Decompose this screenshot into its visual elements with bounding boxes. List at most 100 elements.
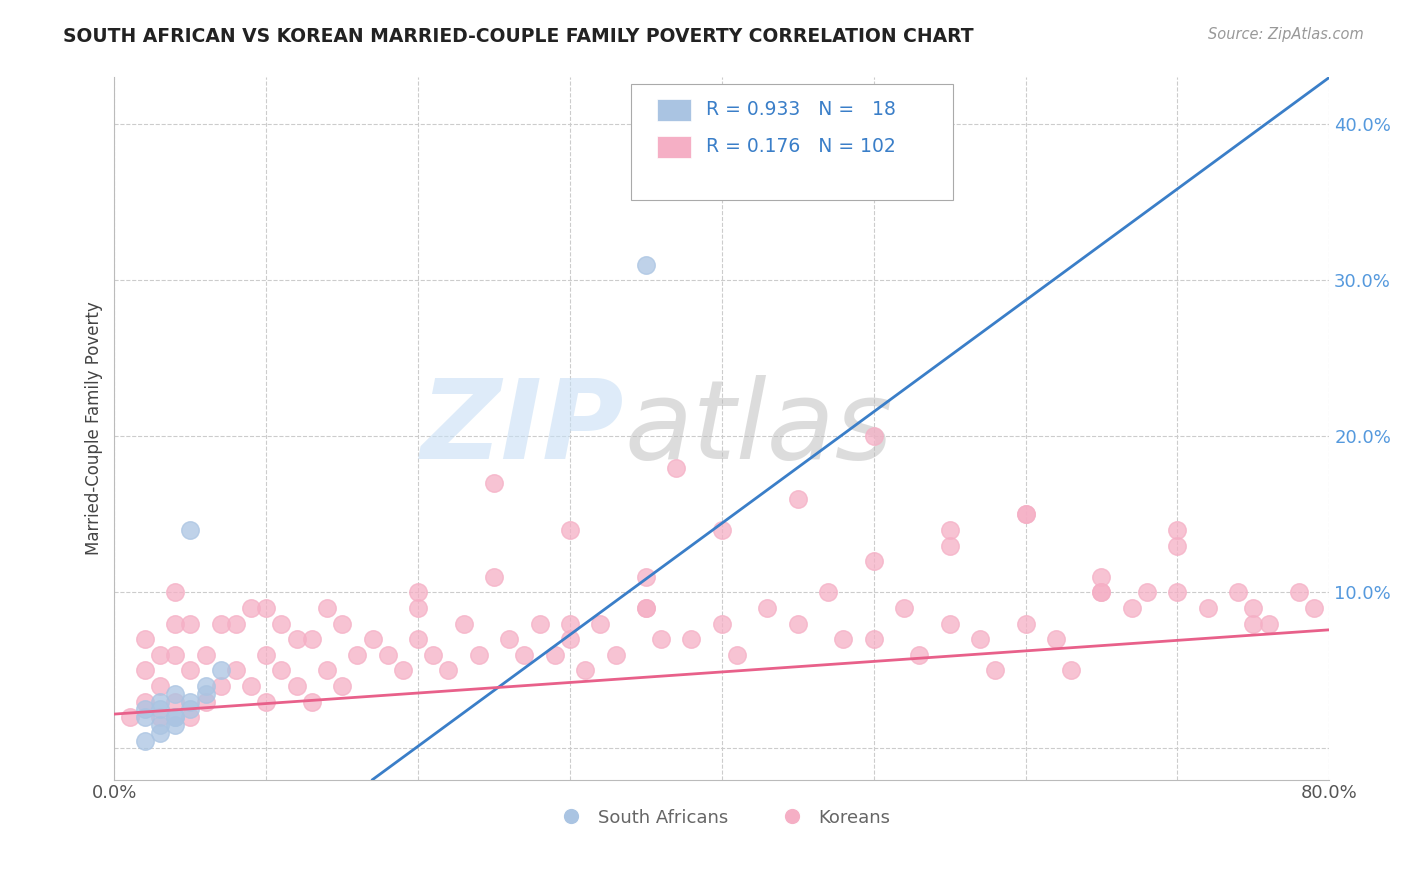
- Point: [634, 601, 657, 615]
- Point: [558, 523, 581, 537]
- Point: [453, 616, 475, 631]
- Point: [558, 632, 581, 647]
- Point: [134, 695, 156, 709]
- Point: [710, 616, 733, 631]
- Point: [285, 679, 308, 693]
- Point: [330, 679, 353, 693]
- Bar: [658, 98, 692, 121]
- Point: [1121, 601, 1143, 615]
- Point: [984, 664, 1007, 678]
- Text: ZIP: ZIP: [422, 375, 624, 482]
- Point: [179, 702, 201, 716]
- Point: [529, 616, 551, 631]
- Point: [513, 648, 536, 662]
- Point: [437, 664, 460, 678]
- Point: [301, 632, 323, 647]
- Point: [240, 679, 263, 693]
- Point: [482, 476, 505, 491]
- Point: [270, 664, 292, 678]
- Point: [544, 648, 567, 662]
- Point: [179, 710, 201, 724]
- Point: [194, 687, 217, 701]
- Point: [194, 679, 217, 693]
- Y-axis label: Married-Couple Family Poverty: Married-Couple Family Poverty: [86, 301, 103, 556]
- Point: [225, 616, 247, 631]
- Point: [149, 702, 172, 716]
- Point: [1197, 601, 1219, 615]
- Point: [468, 648, 491, 662]
- Point: [209, 616, 232, 631]
- Point: [832, 632, 855, 647]
- Point: [301, 695, 323, 709]
- Legend: South Africans, Koreans: South Africans, Koreans: [546, 801, 898, 834]
- Bar: [658, 136, 692, 158]
- Point: [558, 616, 581, 631]
- Point: [1166, 523, 1188, 537]
- Point: [285, 632, 308, 647]
- FancyBboxPatch shape: [631, 85, 953, 201]
- Point: [179, 523, 201, 537]
- Point: [605, 648, 627, 662]
- Point: [316, 664, 339, 678]
- Point: [134, 733, 156, 747]
- Point: [134, 710, 156, 724]
- Point: [1014, 508, 1036, 522]
- Point: [1045, 632, 1067, 647]
- Point: [194, 695, 217, 709]
- Point: [650, 632, 672, 647]
- Point: [786, 491, 808, 506]
- Point: [725, 648, 748, 662]
- Point: [1166, 539, 1188, 553]
- Point: [149, 718, 172, 732]
- Point: [165, 710, 187, 724]
- Point: [1227, 585, 1250, 599]
- Point: [1060, 664, 1083, 678]
- Point: [134, 632, 156, 647]
- Point: [361, 632, 384, 647]
- Point: [817, 585, 839, 599]
- Point: [498, 632, 520, 647]
- Point: [574, 664, 596, 678]
- Point: [786, 616, 808, 631]
- Point: [1090, 570, 1112, 584]
- Point: [165, 585, 187, 599]
- Point: [1014, 508, 1036, 522]
- Point: [179, 664, 201, 678]
- Point: [316, 601, 339, 615]
- Point: [862, 429, 884, 443]
- Point: [254, 648, 277, 662]
- Point: [179, 695, 201, 709]
- Point: [240, 601, 263, 615]
- Point: [165, 648, 187, 662]
- Point: [1136, 585, 1159, 599]
- Point: [482, 570, 505, 584]
- Point: [1288, 585, 1310, 599]
- Point: [756, 601, 779, 615]
- Point: [908, 648, 931, 662]
- Point: [406, 585, 429, 599]
- Point: [149, 695, 172, 709]
- Point: [893, 601, 915, 615]
- Point: [346, 648, 368, 662]
- Point: [710, 523, 733, 537]
- Point: [209, 664, 232, 678]
- Point: [377, 648, 399, 662]
- Point: [165, 616, 187, 631]
- Point: [254, 601, 277, 615]
- Text: R = 0.933   N =   18: R = 0.933 N = 18: [706, 100, 896, 120]
- Point: [634, 601, 657, 615]
- Point: [118, 710, 141, 724]
- Point: [634, 258, 657, 272]
- Point: [165, 710, 187, 724]
- Point: [134, 702, 156, 716]
- Point: [165, 695, 187, 709]
- Point: [165, 687, 187, 701]
- Point: [1257, 616, 1279, 631]
- Point: [134, 664, 156, 678]
- Point: [938, 616, 960, 631]
- Point: [392, 664, 415, 678]
- Point: [149, 648, 172, 662]
- Point: [165, 718, 187, 732]
- Point: [1303, 601, 1326, 615]
- Point: [209, 679, 232, 693]
